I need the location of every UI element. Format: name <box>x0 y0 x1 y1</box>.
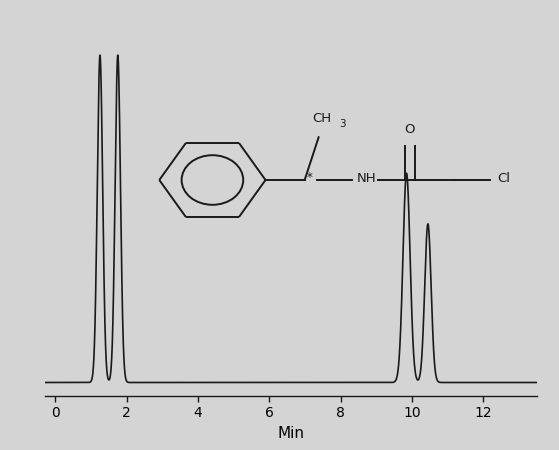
Text: Cl: Cl <box>497 172 510 185</box>
Text: CH: CH <box>312 112 331 125</box>
Text: NH: NH <box>357 172 377 185</box>
Text: 3: 3 <box>339 119 345 129</box>
Text: *: * <box>306 171 312 184</box>
X-axis label: Min: Min <box>277 426 304 441</box>
Text: O: O <box>405 123 415 136</box>
